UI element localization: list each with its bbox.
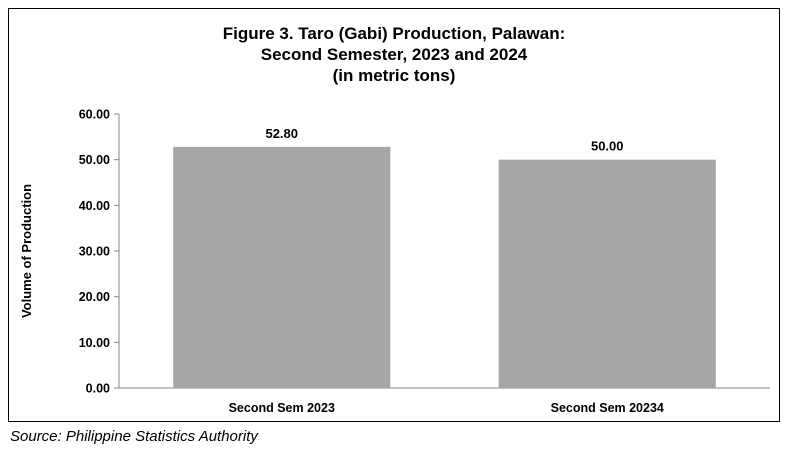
chart-title-line-2: Second Semester, 2023 and 2024 [260, 45, 528, 64]
y-tick-label: 30.00 [79, 245, 110, 259]
data-label-2: 50.00 [591, 139, 624, 154]
bar-1 [173, 146, 391, 388]
y-tick-label: 20.00 [79, 290, 110, 304]
data-label-1: 52.80 [265, 126, 298, 141]
chart-title: Figure 3. Taro (Gabi) Production, Palawa… [9, 23, 779, 86]
y-tick-label: 60.00 [79, 108, 110, 122]
chart-title-line-1: Figure 3. Taro (Gabi) Production, Palawa… [222, 24, 566, 43]
x-category-label-1: Second Sem 2023 [229, 401, 335, 415]
y-axis-title: Volume of Production [19, 184, 34, 318]
y-tick-label: 0.00 [86, 382, 110, 396]
y-tick-label: 50.00 [79, 153, 110, 167]
source-note: Source: Philippine Statistics Authority [10, 428, 258, 445]
y-tick-label: 10.00 [79, 336, 110, 350]
y-tick-label: 40.00 [79, 199, 110, 213]
bar-2 [498, 159, 716, 388]
chart-title-line-3: (in metric tons) [332, 66, 456, 85]
x-category-label-2: Second Sem 20234 [551, 401, 664, 415]
